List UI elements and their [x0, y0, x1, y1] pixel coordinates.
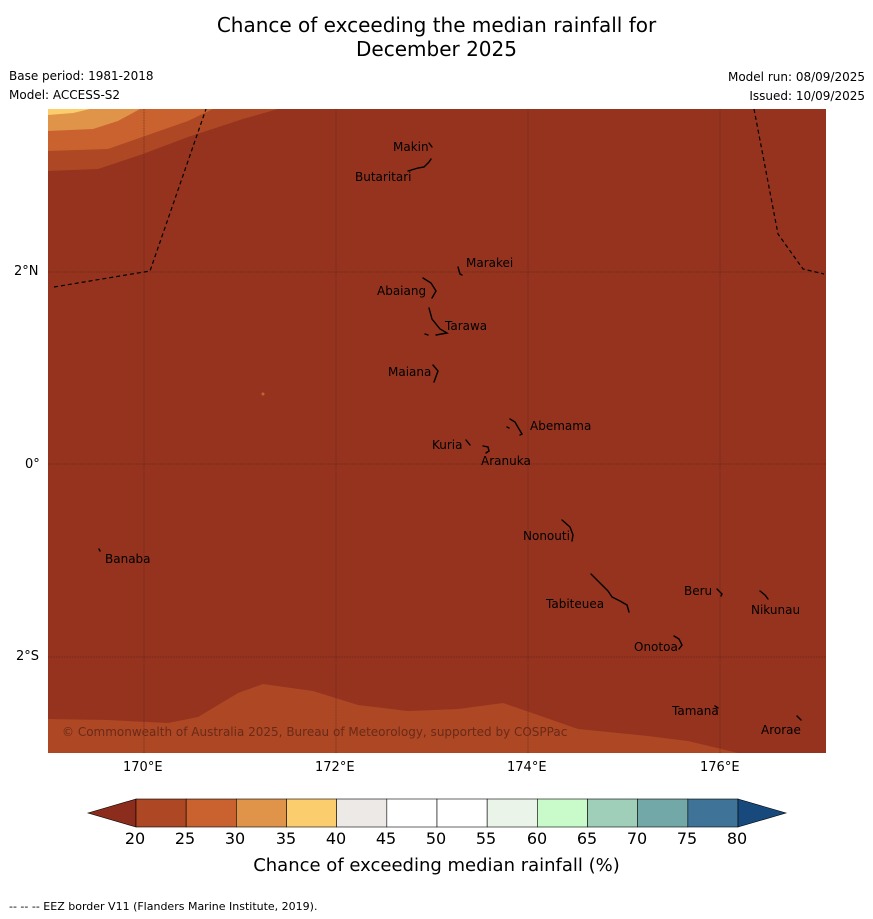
island-nikunau — [759, 590, 769, 600]
colorbar-cell-75-80 — [687, 798, 739, 828]
island-abemama-islet — [506, 426, 510, 429]
label-banaba: Banaba — [105, 552, 151, 566]
colorbar-cell-40-45 — [336, 798, 388, 828]
lat-label-2n: 2°N — [14, 264, 39, 279]
label-tamana: Tamana — [671, 704, 719, 718]
eez-footnote: -- -- -- EEZ border V11 (Flanders Marine… — [9, 900, 318, 913]
label-marakei: Marakei — [466, 256, 513, 270]
map-background — [48, 109, 826, 753]
colorbar-cell-60-65 — [537, 798, 588, 828]
colorbar-cell-65-70 — [587, 798, 638, 828]
island-onotoa — [673, 635, 683, 650]
label-kuria: Kuria — [432, 438, 463, 452]
island-marakei — [457, 266, 463, 276]
colorbar-cell-50-55 — [436, 798, 488, 828]
colorbar-tick-60: 60 — [526, 829, 548, 848]
island-banaba — [98, 548, 101, 552]
colorbar — [86, 798, 788, 828]
colorbar-tick-55: 55 — [475, 829, 497, 848]
colorbar-cell-35-40 — [286, 798, 337, 828]
label-abemama: Abemama — [530, 419, 591, 433]
island-tamana — [714, 705, 719, 709]
label-butaritari: Butaritari — [355, 170, 412, 184]
colorbar-tick-65: 65 — [576, 829, 598, 848]
label-aranuka: Aranuka — [481, 454, 531, 468]
title-line-1: Chance of exceeding the median rainfall … — [216, 13, 657, 37]
island-maiana — [432, 364, 439, 383]
island-beru — [716, 588, 723, 597]
label-nikunau: Nikunau — [751, 603, 800, 617]
lon-label-170e: 170°E — [123, 760, 163, 775]
island-makin — [428, 142, 433, 148]
colorbar-tick-80: 80 — [726, 829, 748, 848]
island-abaiang — [422, 277, 437, 299]
model-name: Model: ACCESS-S2 — [9, 88, 121, 102]
band-30-35 — [48, 109, 140, 131]
lon-label-172e: 172°E — [315, 760, 355, 775]
colorbar-cell-25-30 — [185, 798, 237, 828]
map-speck — [261, 392, 265, 396]
label-tabiteuea: Tabiteuea — [545, 597, 604, 611]
eez-border-east — [753, 109, 825, 275]
band-35-40 — [48, 109, 90, 115]
colorbar-tick-70: 70 — [626, 829, 648, 848]
island-tabiteuea — [590, 573, 630, 613]
island-tarawa-islet — [424, 333, 429, 336]
colorbar-cell-70-75 — [637, 798, 689, 828]
band-20-25-south — [48, 684, 738, 753]
colorbar-high-extend — [737, 798, 788, 828]
island-tarawa — [428, 307, 450, 336]
label-onotoa: Onotoa — [634, 640, 678, 654]
title-line-2: December 2025 — [356, 37, 517, 61]
lat-label-equator: 0° — [25, 457, 40, 472]
lat-label-2s: 2°S — [16, 649, 40, 664]
lon-label-174e: 174°E — [507, 760, 547, 775]
island-arorae — [796, 715, 802, 721]
colorbar-tick-35: 35 — [275, 829, 297, 848]
colorbar-tick-45: 45 — [375, 829, 397, 848]
label-tarawa: Tarawa — [444, 319, 487, 333]
colorbar-cell-45-50 — [386, 798, 438, 828]
island-aranuka — [482, 445, 490, 454]
label-nonouti: Nonouti — [523, 529, 570, 543]
colorbar-low-extend — [86, 798, 137, 828]
colorbar-tick-40: 40 — [325, 829, 347, 848]
colorbar-cell-30-35 — [236, 798, 287, 828]
colorbar-cell-55-60 — [486, 798, 538, 828]
lon-label-176e: 176°E — [700, 760, 740, 775]
label-maiana: Maiana — [388, 365, 431, 379]
island-nonouti — [561, 519, 574, 542]
colorbar-tick-50: 50 — [425, 829, 447, 848]
colorbar-tick-20: 20 — [124, 829, 146, 848]
rainfall-map: Makin Butaritari Marakei Abaiang Tarawa … — [48, 109, 826, 753]
model-run-date: Model run: 08/09/2025 — [727, 70, 865, 84]
colorbar-tick-30: 30 — [224, 829, 246, 848]
island-butaritari — [407, 158, 432, 172]
label-beru: Beru — [684, 584, 712, 598]
eez-border-west — [53, 109, 207, 288]
colorbar-label: Chance of exceeding median rainfall (%) — [253, 855, 620, 876]
island-abemama — [509, 418, 523, 436]
colorbar-tick-75: 75 — [676, 829, 698, 848]
issued-date: Issued: 10/09/2025 — [749, 89, 865, 103]
colorbar-tick-25: 25 — [174, 829, 196, 848]
label-makin: Makin — [393, 140, 429, 154]
island-kuria — [465, 439, 471, 446]
base-period: Base period: 1981-2018 — [9, 69, 154, 83]
colorbar-cell-20-25 — [135, 798, 187, 828]
copyright-notice: © Commonwealth of Australia 2025, Bureau… — [62, 725, 567, 739]
label-abaiang: Abaiang — [377, 284, 426, 298]
label-arorae: Arorae — [761, 723, 801, 737]
